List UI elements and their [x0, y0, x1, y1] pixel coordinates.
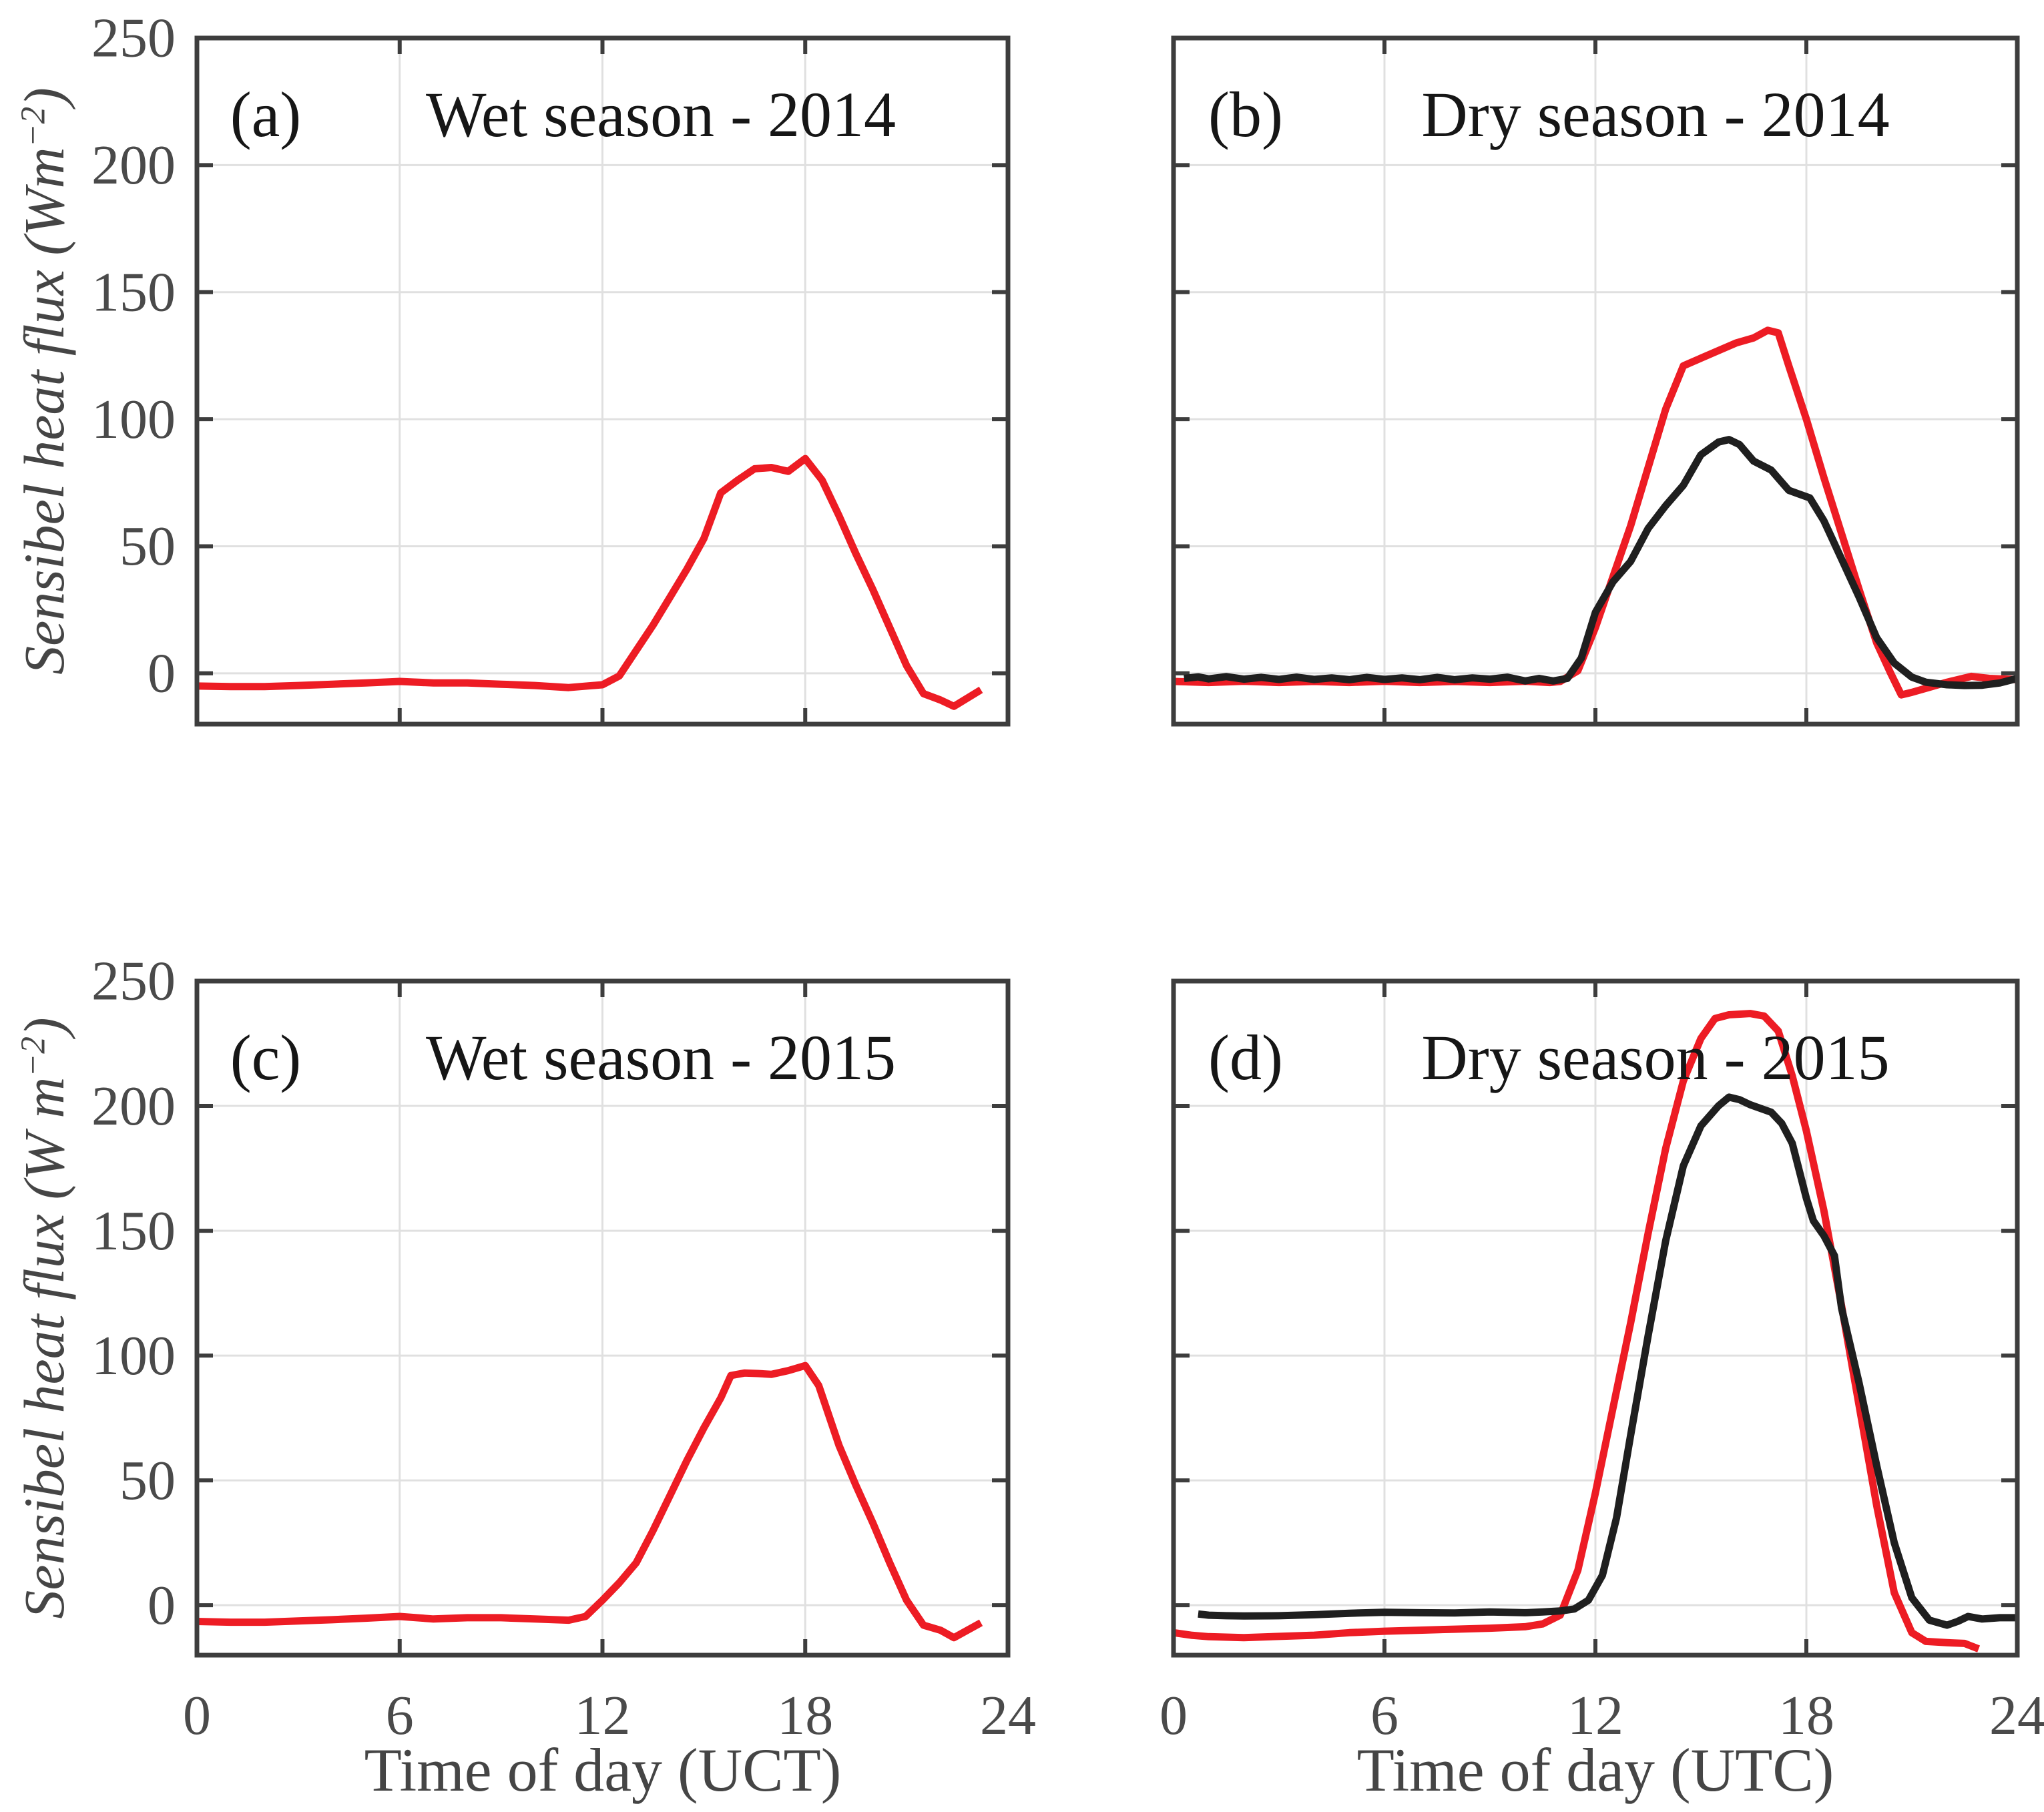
x-tick-label: 24 — [1989, 1685, 2044, 1747]
panel-a-tick-labels: 0 50 100 150 200 250 — [91, 7, 176, 705]
y-axis-label-row1-text: Sensibel heat flux (Wm — [12, 147, 76, 675]
y-tick-label: 100 — [91, 1325, 176, 1387]
panel-b-grid — [1174, 38, 2017, 724]
y-axis-label-row2: Sensibel heat flux (W m−2) — [12, 1017, 76, 1619]
y-tick-label: 200 — [91, 134, 176, 196]
panel-b-series-red — [1173, 326, 2018, 699]
x-tick-label: 12 — [575, 1685, 631, 1747]
y-tick-label: 250 — [91, 950, 176, 1012]
panel-b-letter: (b) — [1208, 79, 1283, 150]
panel-b-axes-box — [1171, 35, 2020, 727]
y-tick-label: 0 — [148, 643, 176, 705]
x-axis-label-left: Time of day (UCT) — [364, 1736, 842, 1804]
panel-d-title: Dry season - 2015 — [1421, 1022, 1890, 1093]
panel-d-axes-box — [1171, 978, 2020, 1658]
y-axis-label-row1-close: ) — [12, 87, 76, 107]
y-tick-label: 150 — [91, 1200, 176, 1262]
panel-b-title: Dry season - 2014 — [1421, 79, 1890, 150]
y-tick-label: 50 — [119, 1450, 176, 1512]
y-axis-label-row1-exponent: −2 — [14, 106, 53, 147]
y-tick-label: 200 — [91, 1075, 176, 1137]
x-tick-label: 6 — [386, 1685, 414, 1747]
x-tick-label: 6 — [1370, 1685, 1398, 1747]
x-axis-label-right: Time of day (UTC) — [1356, 1736, 1834, 1804]
x-tick-label: 0 — [183, 1685, 211, 1747]
panel-d-letter: (d) — [1208, 1022, 1283, 1093]
y-tick-label: 250 — [91, 7, 176, 69]
panel-c-tick-labels: 0 6 12 18 24 0 50 100 150 200 250 — [91, 950, 1036, 1747]
panel-a-letter: (a) — [230, 79, 302, 150]
panel-c-title: Wet season - 2015 — [425, 1022, 897, 1093]
panel-d-series-black — [1198, 1093, 2017, 1629]
panel-a-series-red — [196, 455, 983, 710]
panel-b-series-black — [1184, 436, 2019, 689]
y-axis-label-row2-close: ) — [12, 1017, 76, 1036]
x-tick-label: 12 — [1567, 1685, 1623, 1747]
x-tick-label: 24 — [980, 1685, 1036, 1747]
panel-c-letter: (c) — [230, 1022, 302, 1093]
panel-c-series-red — [196, 1362, 983, 1642]
y-tick-label: 150 — [91, 261, 176, 323]
x-tick-label: 18 — [777, 1685, 833, 1747]
panel-d-series-red — [1173, 1010, 1981, 1652]
y-axis-label-row2-text: Sensibel heat flux (W m — [12, 1077, 76, 1619]
y-tick-label: 100 — [91, 388, 176, 450]
panel-a-title: Wet season - 2014 — [425, 79, 897, 150]
y-tick-label: 50 — [119, 515, 176, 577]
panel-a-axes-box — [194, 35, 1011, 727]
panel-d-tick-labels: 0 6 12 18 24 — [1160, 1685, 2044, 1747]
panel-c-grid — [197, 981, 1008, 1655]
y-axis-label-row2-exponent: −2 — [14, 1036, 53, 1077]
x-tick-label: 18 — [1778, 1685, 1834, 1747]
panel-c-axes-box — [194, 978, 1011, 1658]
panel-a-grid — [197, 38, 1008, 724]
x-tick-label: 0 — [1160, 1685, 1188, 1747]
y-tick-label: 0 — [148, 1574, 176, 1636]
y-axis-label-row1: Sensibel heat flux (Wm−2) — [12, 87, 76, 675]
